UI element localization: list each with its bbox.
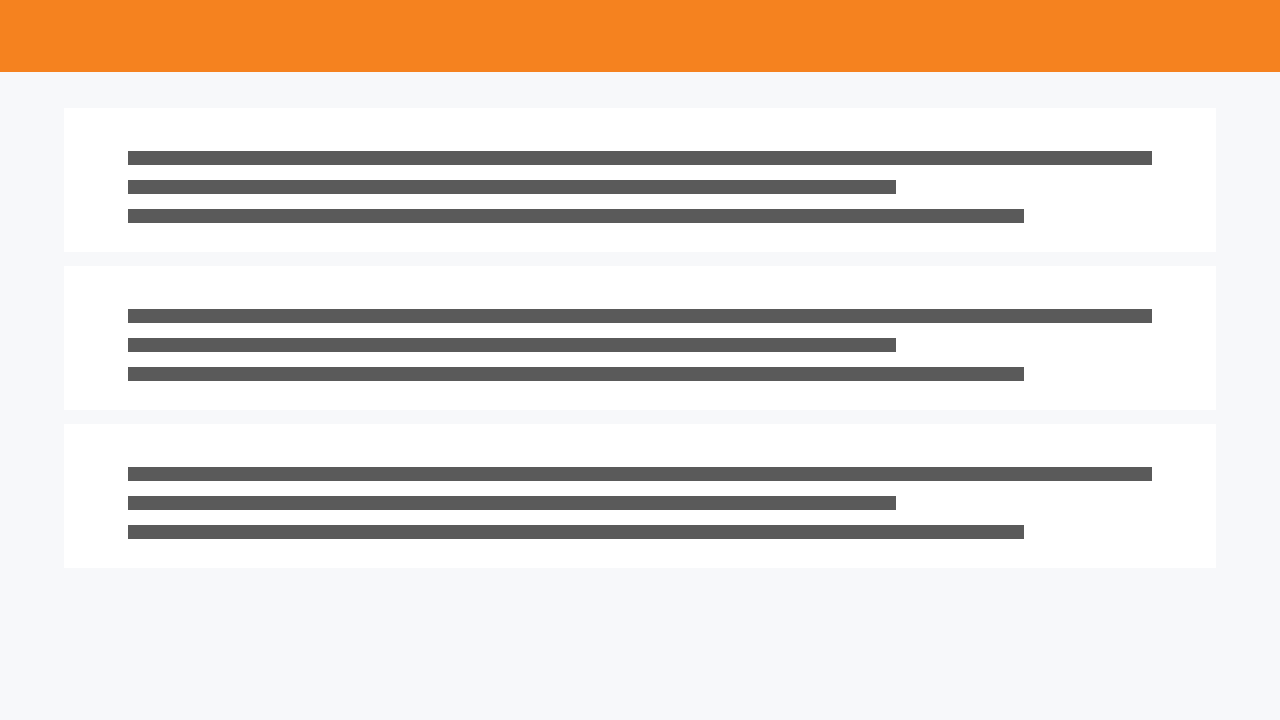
text-placeholder-line [128, 496, 896, 510]
text-placeholder-line [128, 525, 1024, 539]
text-placeholder-line [128, 180, 896, 194]
content-card [64, 108, 1216, 252]
text-placeholder-line [128, 309, 1152, 323]
text-placeholder-line [128, 367, 1024, 381]
text-placeholder-line [128, 338, 896, 352]
text-placeholder-line [128, 209, 1024, 223]
text-placeholder-line [128, 151, 1152, 165]
text-placeholder-line [128, 467, 1152, 481]
top-header-bar [0, 0, 1280, 72]
content-card [64, 424, 1216, 568]
main-content [64, 108, 1216, 582]
content-card [64, 266, 1216, 410]
